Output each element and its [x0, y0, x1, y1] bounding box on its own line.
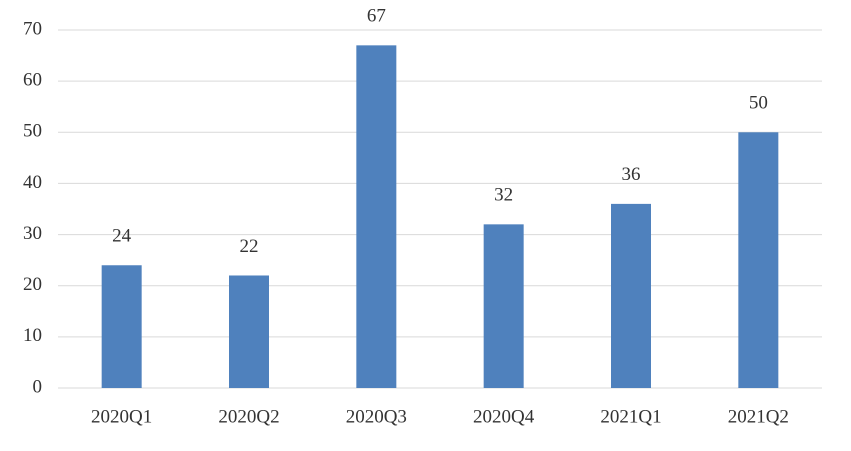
- bar: [611, 203, 651, 388]
- data-label: 32: [494, 185, 513, 206]
- bar: [483, 224, 524, 388]
- x-tick-label: 2020Q1: [91, 406, 152, 427]
- y-tick-label: 30: [23, 223, 42, 244]
- bar: [229, 275, 269, 388]
- y-tick-label: 20: [23, 274, 42, 295]
- data-label: 24: [112, 226, 132, 247]
- y-tick-label: 40: [23, 172, 42, 193]
- x-tick-label: 2021Q2: [728, 406, 789, 427]
- y-tick-label: 0: [33, 376, 43, 397]
- y-tick-label: 70: [23, 18, 42, 39]
- data-label: 36: [622, 164, 641, 185]
- y-tick-label: 10: [23, 325, 42, 346]
- x-tick-label: 2020Q4: [473, 406, 535, 427]
- data-label: 22: [240, 236, 259, 257]
- x-tick-label: 2020Q2: [218, 406, 279, 427]
- y-tick-label: 50: [23, 121, 42, 142]
- bar: [738, 132, 779, 388]
- bar: [101, 265, 142, 388]
- bar: [356, 45, 397, 388]
- x-tick-label: 2020Q3: [346, 406, 407, 427]
- y-tick-label: 60: [23, 70, 42, 91]
- data-label: 50: [749, 93, 768, 114]
- data-label: 67: [367, 6, 386, 27]
- x-tick-label: 2021Q1: [600, 406, 661, 427]
